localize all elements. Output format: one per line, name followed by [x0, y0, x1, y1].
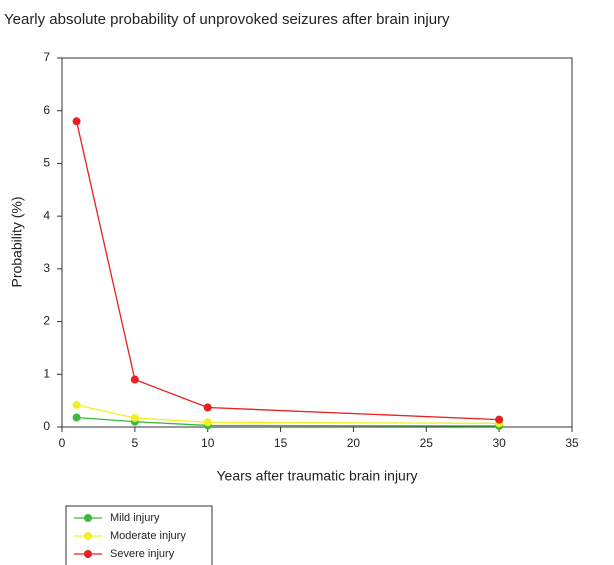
- legend-label: Severe injury: [110, 548, 175, 560]
- x-tick-label: 35: [565, 436, 579, 450]
- y-axis-label: Probability (%): [9, 196, 25, 287]
- x-tick-label: 30: [492, 436, 506, 450]
- x-tick-label: 10: [201, 436, 215, 450]
- x-axis-label: Years after traumatic brain injury: [216, 468, 417, 484]
- legend-marker: [84, 550, 92, 558]
- series-line: [76, 416, 500, 427]
- y-tick-label: 0: [43, 419, 50, 433]
- x-tick-label: 20: [347, 436, 361, 450]
- y-tick-label: 2: [43, 314, 50, 328]
- point: [130, 414, 139, 423]
- x-tick-label: 15: [274, 436, 288, 450]
- point: [203, 418, 212, 427]
- x-tick-label: 5: [132, 436, 139, 450]
- plot-frame: [61, 57, 573, 428]
- series-line: [76, 404, 500, 424]
- x-tick-label: 25: [420, 436, 434, 450]
- x-tick-label: 0: [59, 436, 66, 450]
- point: [495, 415, 504, 424]
- y-tick-label: 5: [43, 156, 50, 170]
- series-line: [75, 121, 500, 421]
- legend-label: Mild injury: [110, 512, 160, 524]
- point: [72, 400, 81, 409]
- y-tick-label: 4: [43, 208, 50, 222]
- point: [72, 117, 81, 126]
- legend-label: Moderate injury: [110, 530, 186, 542]
- legend-marker: [84, 514, 92, 522]
- y-tick-label: 6: [43, 103, 50, 117]
- legend-marker: [84, 532, 92, 540]
- point: [130, 375, 139, 384]
- chart-title: Yearly absolute probability of unprovoke…: [4, 11, 450, 28]
- y-tick-label: 1: [43, 366, 50, 380]
- point: [72, 413, 81, 422]
- y-tick-label: 3: [43, 261, 50, 275]
- y-tick-label: 7: [43, 50, 50, 64]
- legend-frame: [65, 505, 213, 565]
- point: [203, 403, 212, 412]
